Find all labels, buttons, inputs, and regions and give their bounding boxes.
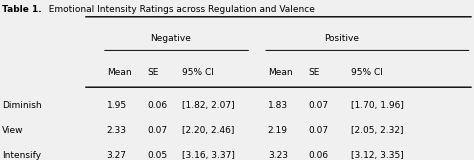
Text: [2.05, 2.32]: [2.05, 2.32] bbox=[351, 126, 403, 135]
Text: Diminish: Diminish bbox=[2, 101, 42, 110]
Text: [3.16, 3.37]: [3.16, 3.37] bbox=[182, 151, 236, 160]
Text: [3.12, 3.35]: [3.12, 3.35] bbox=[351, 151, 403, 160]
Text: SE: SE bbox=[308, 68, 319, 77]
Text: 0.07: 0.07 bbox=[308, 101, 328, 110]
Text: Mean: Mean bbox=[107, 68, 131, 77]
Text: Negative: Negative bbox=[150, 34, 191, 43]
Text: 0.05: 0.05 bbox=[147, 151, 167, 160]
Text: 1.83: 1.83 bbox=[268, 101, 288, 110]
Text: 95% CI: 95% CI bbox=[182, 68, 214, 77]
Text: 95% CI: 95% CI bbox=[351, 68, 383, 77]
Text: 0.06: 0.06 bbox=[308, 151, 328, 160]
Text: [1.82, 2.07]: [1.82, 2.07] bbox=[182, 101, 235, 110]
Text: [1.70, 1.96]: [1.70, 1.96] bbox=[351, 101, 404, 110]
Text: Positive: Positive bbox=[324, 34, 359, 43]
Text: View: View bbox=[2, 126, 24, 135]
Text: Mean: Mean bbox=[268, 68, 292, 77]
Text: 0.07: 0.07 bbox=[308, 126, 328, 135]
Text: 1.95: 1.95 bbox=[107, 101, 127, 110]
Text: 2.33: 2.33 bbox=[107, 126, 127, 135]
Text: 3.23: 3.23 bbox=[268, 151, 288, 160]
Text: 0.07: 0.07 bbox=[147, 126, 167, 135]
Text: SE: SE bbox=[147, 68, 158, 77]
Text: Table 1.: Table 1. bbox=[2, 5, 42, 14]
Text: 2.19: 2.19 bbox=[268, 126, 288, 135]
Text: 0.06: 0.06 bbox=[147, 101, 167, 110]
Text: Intensify: Intensify bbox=[2, 151, 42, 160]
Text: 3.27: 3.27 bbox=[107, 151, 127, 160]
Text: [2.20, 2.46]: [2.20, 2.46] bbox=[182, 126, 235, 135]
Text: Emotional Intensity Ratings across Regulation and Valence: Emotional Intensity Ratings across Regul… bbox=[43, 5, 315, 14]
